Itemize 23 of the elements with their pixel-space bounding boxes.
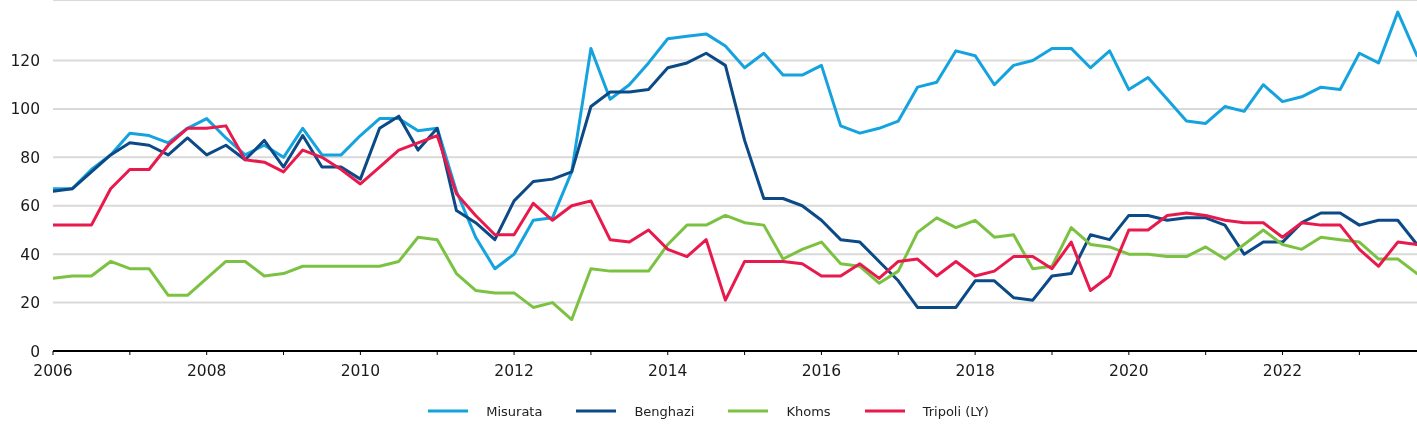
legend-label: Tripoli (LY) [922, 403, 989, 419]
y-tick-label: 120 [10, 52, 40, 71]
y-tick-label: 20 [20, 294, 40, 313]
x-tick-label: 2016 [801, 362, 842, 381]
x-tick-label: 2014 [648, 362, 688, 381]
x-tick-label: 2022 [1262, 362, 1303, 381]
x-tick-label: 2020 [1109, 362, 1149, 381]
x-tick-label: 2010 [340, 362, 381, 381]
legend-label: Benghazi [634, 403, 695, 419]
x-tick-label: 2008 [186, 362, 227, 381]
x-tick-label: 2018 [955, 362, 995, 381]
y-tick-label: 100 [10, 100, 40, 119]
legend-label: Misurata [486, 403, 543, 419]
line-series [53, 51, 1417, 309]
x-tick-label: 2012 [494, 362, 534, 381]
y-tick-label: 40 [20, 245, 40, 264]
y-tick-label: 0 [30, 342, 40, 361]
line-series [53, 213, 1417, 322]
y-tick-label: 80 [20, 148, 40, 167]
legend-label: Khoms [786, 403, 831, 419]
x-tick-label: 2006 [33, 362, 73, 381]
y-tick-label: 60 [20, 197, 40, 216]
line-series [53, 124, 1417, 302]
